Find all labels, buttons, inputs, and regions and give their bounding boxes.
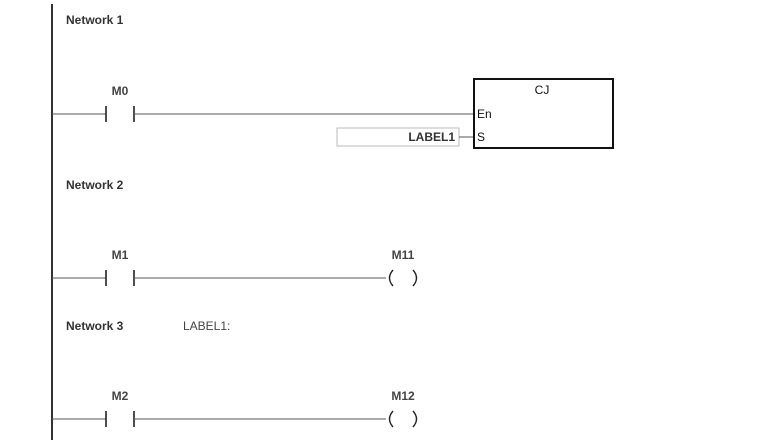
output-coil[interactable] [388,269,418,287]
contact-label: M1 [112,248,129,262]
cj-function-block[interactable] [473,78,614,149]
network-2: Network 2 M1 M11 [52,178,418,287]
pin-en-label: En [477,107,492,121]
network-title: Network 1 [66,13,124,27]
network-3: Network 3 LABEL1: M2 M12 [52,319,418,428]
network-1: Network 1 M0 LABEL1 CJ En S [52,13,614,149]
function-block-name: CJ [535,83,550,97]
pin-s-label: S [477,130,485,144]
coil-label: M11 [392,248,415,262]
coil-label: M12 [391,389,415,403]
network-label: LABEL1: [183,319,230,333]
operand-label: LABEL1 [408,130,455,144]
contact-label: M0 [112,84,129,98]
network-title: Network 3 [66,319,124,333]
normally-open-contact[interactable] [105,411,135,427]
normally-open-contact[interactable] [105,270,135,286]
normally-open-contact[interactable] [105,106,135,122]
contact-label: M2 [112,389,129,403]
network-title: Network 2 [66,178,124,192]
output-coil[interactable] [388,410,418,428]
